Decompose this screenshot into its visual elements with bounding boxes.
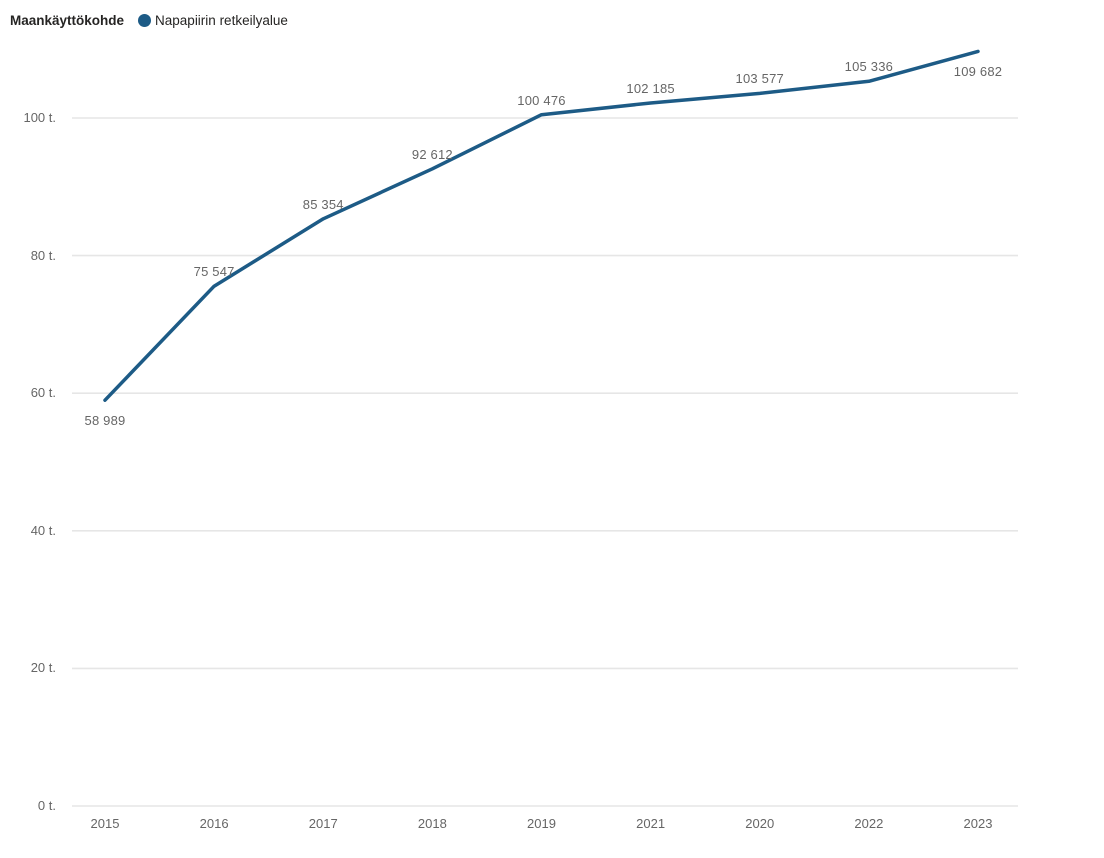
data-point-label: 92 612 [411,146,453,162]
series-line[interactable] [103,49,980,402]
data-point-label: 85 354 [302,196,344,212]
data-point-label: 75 547 [193,264,235,280]
x-axis-tick-label: 2020 [745,816,775,831]
x-axis-tick-label: 2017 [308,816,338,831]
y-axis-tick-label: 100 t. [23,110,56,125]
data-point-label: 105 336 [844,59,894,75]
legend-item-napapiirin-retkeilyalue[interactable]: Napapiirin retkeilyalue [138,13,288,28]
legend-series-label: Napapiirin retkeilyalue [155,13,288,28]
data-point-label: 103 577 [735,71,784,87]
data-point-label: 100 476 [517,92,566,108]
data-point-label: 102 185 [626,80,675,96]
legend: Maankäyttökohde Napapiirin retkeilyalue [10,13,288,28]
x-axis-tick-label: 2018 [417,816,447,831]
x-axis-tick-label: 2023 [963,816,993,831]
y-axis-tick-label: 60 t. [30,385,56,401]
y-axis-tick-label: 20 t. [30,660,56,676]
y-axis-tick-label: 40 t. [30,522,56,538]
x-axis-tick-label: 2021 [636,816,666,831]
series-marker-icon [138,14,152,27]
x-axis-tick-label: 2019 [527,816,556,831]
x-axis-tick-label: 2015 [90,816,120,831]
x-axis-tick-label: 2016 [199,816,229,831]
data-point-label: 109 682 [953,64,1003,80]
y-axis-tick-label: 0 t. [37,798,56,813]
y-axis-tick-label: 80 t. [30,247,56,263]
legend-title: Maankäyttökohde [10,13,125,28]
data-point-label: 58 989 [84,413,126,429]
x-axis-tick-label: 2022 [854,816,884,831]
